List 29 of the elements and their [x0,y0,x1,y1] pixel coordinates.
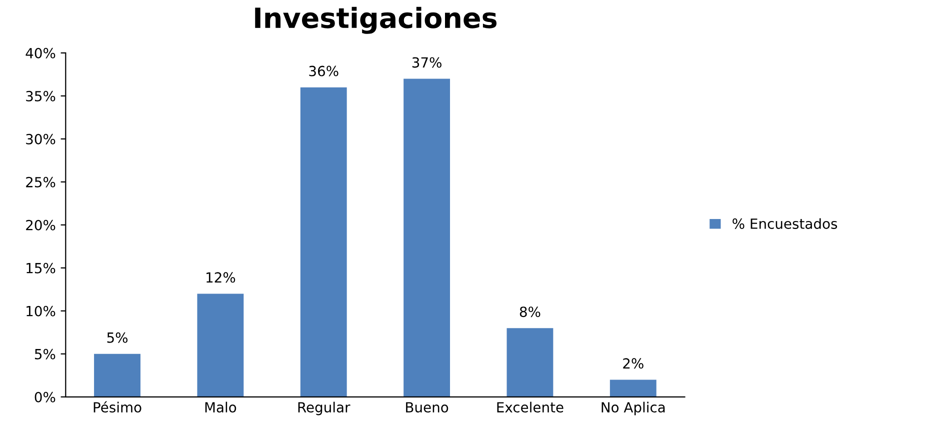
x-tick-label: Malo [205,402,236,413]
x-tick-label: Pésimo [94,401,142,413]
y-tick-label: 40% [26,48,56,58]
y-tick-label: 10% [26,306,56,316]
y-tick-label: 25% [26,176,56,188]
y-tick-label: 20% [26,220,56,230]
bar [506,328,554,397]
y-tick-label: 30% [26,134,56,144]
text: 2% [623,358,644,369]
chart-title: Investigaciones [255,6,497,34]
bar [610,380,656,397]
bar [197,294,244,397]
text: 12% [206,272,236,283]
bar [300,87,347,397]
y-tick-label: 5% [34,348,56,360]
y-tick-label: 15% [26,262,56,274]
text: 37% [412,57,442,68]
x-tick-label: Bueno [406,402,448,413]
bar [404,78,450,397]
text: 36% [309,66,338,76]
x-tick-label: Regular [298,402,350,416]
text: 5% [107,332,128,343]
y-tick-label: 0% [34,392,56,402]
y-tick-label: 35% [26,90,56,102]
x-tick-label: No Aplica [602,402,665,416]
legend-label: % Encuestados [732,218,838,229]
x-tick-label: Excelente [497,402,564,413]
bar [94,354,140,397]
text: 8% [520,306,540,318]
